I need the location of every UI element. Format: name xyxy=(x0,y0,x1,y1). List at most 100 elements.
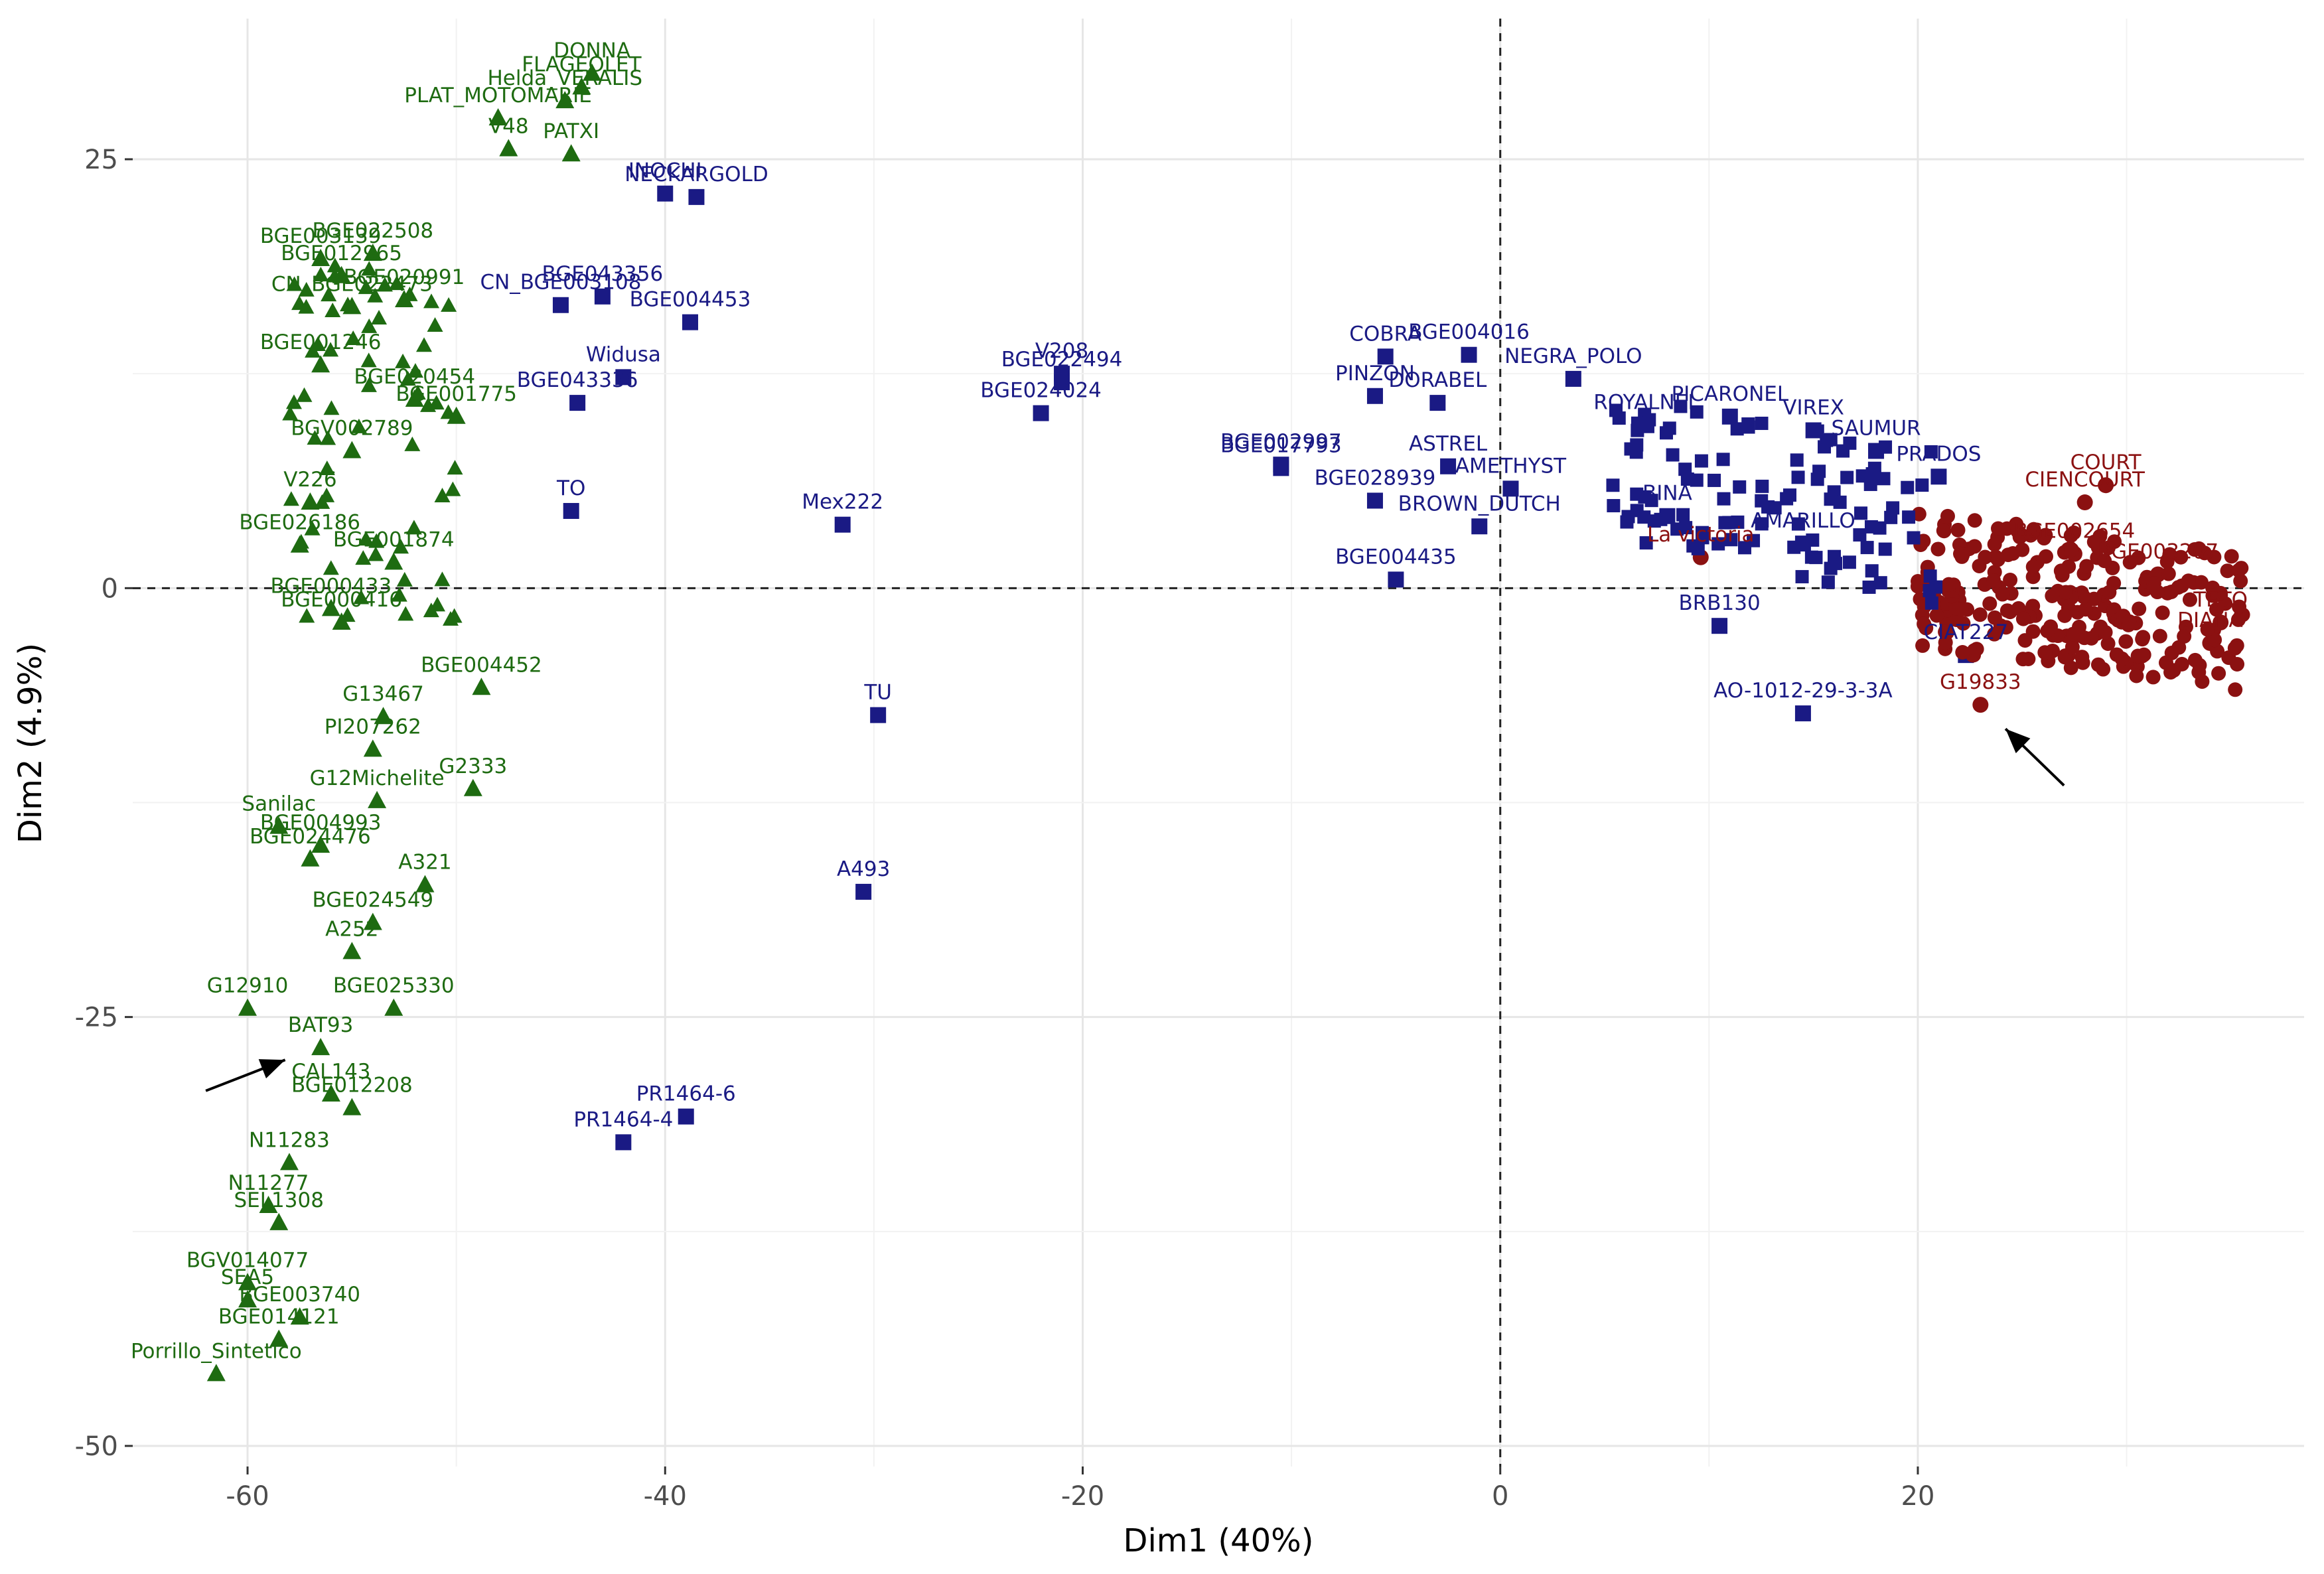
cluster-point-circle xyxy=(2057,608,2072,623)
point-label: DORABEL xyxy=(1388,368,1487,392)
cluster-point-triangle xyxy=(298,281,315,297)
cluster-point-circle xyxy=(2220,563,2235,579)
point-marker-triangle xyxy=(561,144,581,162)
cluster-point-square xyxy=(1747,534,1761,547)
cluster-point-circle xyxy=(1911,506,1926,522)
cluster-point-circle xyxy=(2136,647,2151,662)
annotation-arrows xyxy=(205,727,2065,1092)
point-label: PI207262 xyxy=(325,715,421,739)
point-marker-square xyxy=(1711,618,1728,634)
cluster-point-triangle xyxy=(282,405,299,421)
cluster-point-circle xyxy=(2045,588,2060,603)
cluster-point-square xyxy=(1691,541,1705,555)
point-marker-triangle xyxy=(342,942,362,960)
point-label: AMARILLO xyxy=(1751,509,1855,533)
cluster-point-triangle xyxy=(434,571,451,587)
cluster-point-circle xyxy=(2015,542,2030,557)
cluster-point-circle xyxy=(2205,588,2220,603)
y-tick-label: 0 xyxy=(102,573,118,604)
point-marker-triangle xyxy=(555,91,575,109)
cluster-point-circle xyxy=(2200,622,2215,637)
cluster-point-triangle xyxy=(325,302,341,317)
cluster-point-square xyxy=(1923,569,1937,583)
cluster-point-triangle xyxy=(396,571,413,587)
point-marker-triangle xyxy=(583,63,602,81)
cluster-point-circle xyxy=(2228,682,2243,697)
cluster-point-triangle xyxy=(371,309,388,324)
cluster-point-triangle xyxy=(327,267,343,283)
cluster-point-square xyxy=(1804,550,1818,564)
point-marker-triangle xyxy=(269,1329,289,1347)
cluster-point-square xyxy=(1637,510,1651,524)
point-label: BGE014121 xyxy=(218,1305,340,1329)
point-marker-square xyxy=(1273,460,1289,476)
cluster-point-square xyxy=(1840,470,1854,484)
cluster-point-circle xyxy=(2009,516,2024,532)
point-label: CN_BGE003108 xyxy=(480,271,641,295)
point-marker-square xyxy=(1471,518,1488,535)
point-marker-square xyxy=(855,883,872,900)
cluster-point-square xyxy=(1854,506,1868,520)
cluster-point-circle xyxy=(2122,614,2137,629)
point-label: BGE000433 xyxy=(271,574,392,598)
cluster-point-circle xyxy=(2161,566,2176,581)
cluster-point-circle xyxy=(2191,665,2207,680)
point-marker-square xyxy=(870,707,887,723)
cluster-point-circle xyxy=(2234,561,2249,576)
point-marker-square xyxy=(682,314,699,330)
cluster-point-triangle xyxy=(307,430,323,445)
point-marker-square xyxy=(1502,480,1519,497)
cluster-point-circle xyxy=(2076,589,2091,605)
point-marker-triangle xyxy=(363,244,382,261)
cluster-point-circle xyxy=(2021,651,2036,666)
cluster-point-circle xyxy=(2155,605,2170,620)
cluster-point-square xyxy=(1821,575,1835,589)
cluster-point-square xyxy=(1824,492,1838,506)
cluster-point-circle xyxy=(2181,573,2196,589)
cluster-point-square xyxy=(1666,448,1680,462)
cluster-point-square xyxy=(1761,500,1775,514)
cluster-point-circle xyxy=(2040,623,2055,638)
cluster-point-circle xyxy=(1982,596,1997,611)
point-label: BAT93 xyxy=(288,1013,353,1037)
point-marker-triangle xyxy=(311,248,330,266)
cluster-point-circle xyxy=(2132,601,2147,616)
point-label: BGE024549 xyxy=(312,888,433,912)
cluster-point-square xyxy=(1806,533,1820,547)
cluster-point-circle xyxy=(2173,549,2189,565)
point-label: A321 xyxy=(398,851,451,875)
point-label: COURT xyxy=(2070,451,2142,474)
point-label: NEGRA_POLO xyxy=(1504,344,1642,368)
cluster-point-square xyxy=(1925,596,1938,610)
point-label: FLAGEOLET xyxy=(522,52,642,76)
cluster-point-circle xyxy=(2090,657,2106,672)
point-marker-triangle xyxy=(488,107,508,125)
point-label: BGE028939 xyxy=(1315,466,1436,490)
point-marker-triangle xyxy=(238,1273,257,1291)
cluster-point-circle xyxy=(2015,611,2031,626)
cluster-point-circle xyxy=(1950,522,1966,537)
cluster-point-triangle xyxy=(320,430,336,445)
y-tick-label: -25 xyxy=(75,1003,118,1033)
cluster-point-square xyxy=(1855,469,1869,483)
point-label: CIAT227 xyxy=(1923,620,2008,644)
cluster-point-square xyxy=(1795,570,1809,584)
cluster-point-triangle xyxy=(360,377,377,392)
point-marker-triangle xyxy=(384,552,403,570)
cluster-point-square xyxy=(1607,499,1621,513)
cluster-point-square xyxy=(1787,540,1801,554)
cluster-point-circle xyxy=(1954,602,1969,617)
cluster-point-triangle xyxy=(286,276,303,291)
point-marker-triangle xyxy=(384,998,403,1016)
point-label: INOCHI xyxy=(628,159,702,183)
point-marker-square xyxy=(1377,348,1394,365)
cluster-point-square xyxy=(1860,541,1874,555)
point-marker-square xyxy=(1930,468,1947,485)
point-marker-square xyxy=(1429,395,1446,411)
point-marker-triangle xyxy=(321,1084,340,1102)
point-marker-triangle xyxy=(238,998,257,1016)
cluster-point-triangle xyxy=(293,534,309,549)
cluster-point-square xyxy=(1630,487,1644,501)
point-label: V48 xyxy=(488,114,529,138)
point-marker-square xyxy=(1388,571,1404,588)
